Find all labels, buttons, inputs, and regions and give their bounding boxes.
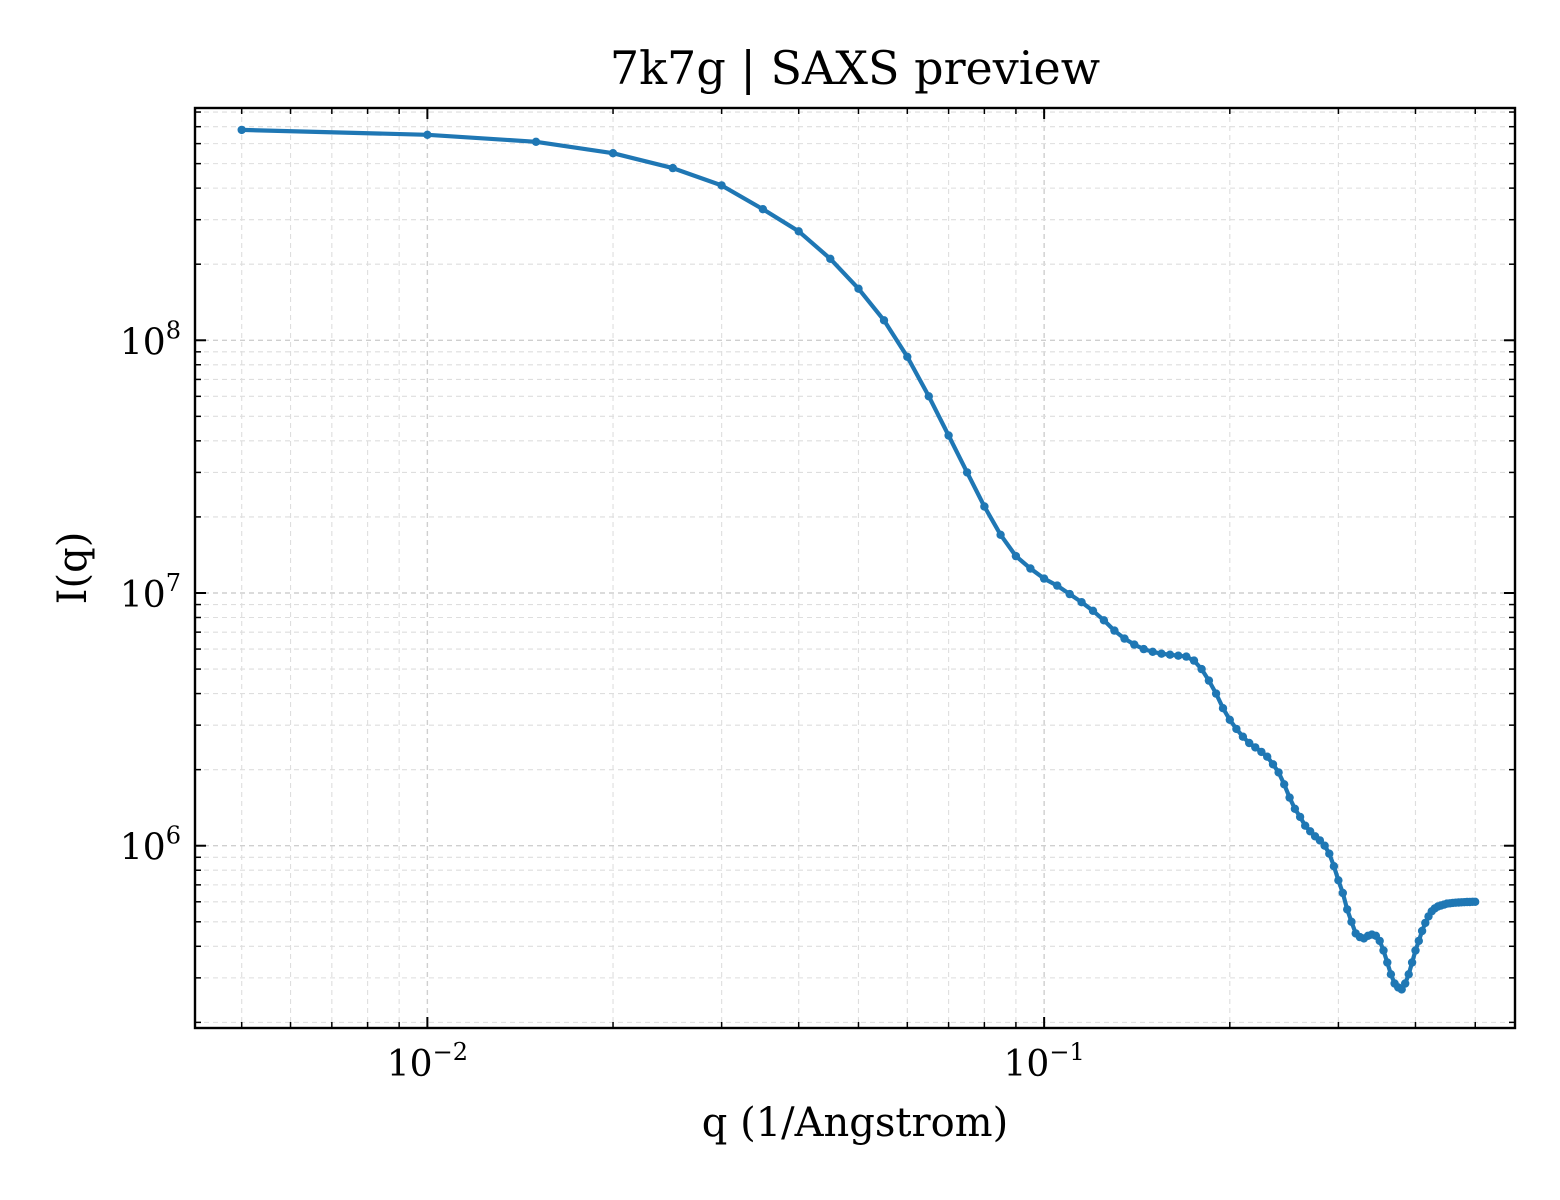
data-point bbox=[1471, 897, 1480, 906]
y-tick-label: 106 bbox=[120, 822, 181, 869]
data-point bbox=[1379, 946, 1388, 955]
data-point bbox=[1280, 780, 1289, 789]
data-point bbox=[1238, 732, 1248, 741]
data-point bbox=[1077, 598, 1086, 607]
data-point bbox=[1325, 849, 1334, 858]
data-point bbox=[1343, 905, 1352, 914]
data-point bbox=[1295, 812, 1305, 822]
data-point bbox=[1026, 564, 1035, 573]
data-point bbox=[879, 316, 889, 325]
data-point bbox=[1251, 743, 1260, 752]
data-point bbox=[1130, 640, 1139, 649]
data-point bbox=[1285, 793, 1294, 802]
data-point bbox=[1383, 958, 1392, 967]
data-point bbox=[1218, 704, 1228, 713]
data-point bbox=[237, 125, 246, 135]
data-point bbox=[924, 392, 933, 401]
data-point bbox=[1189, 656, 1199, 665]
data-point bbox=[1053, 581, 1062, 590]
plot-frame bbox=[193, 106, 1517, 1030]
data-point bbox=[1257, 747, 1266, 757]
data-point bbox=[1088, 606, 1098, 615]
data-point bbox=[1039, 574, 1049, 583]
data-point bbox=[1401, 979, 1410, 988]
data-point bbox=[1099, 616, 1109, 625]
data-point bbox=[1011, 551, 1021, 561]
y-tick-label: 108 bbox=[120, 316, 181, 363]
data-point bbox=[1407, 958, 1417, 967]
data-point bbox=[608, 149, 618, 158]
data-point bbox=[423, 130, 432, 139]
data-point bbox=[1417, 926, 1427, 936]
data-point bbox=[980, 502, 989, 511]
data-point bbox=[758, 205, 768, 214]
data-point bbox=[531, 137, 541, 146]
data-point bbox=[1245, 738, 1254, 748]
x-tick-label: 10−2 bbox=[387, 1038, 468, 1085]
data-point bbox=[854, 284, 863, 293]
data-point bbox=[1421, 918, 1430, 928]
data-point bbox=[1065, 589, 1074, 599]
data-point bbox=[794, 227, 803, 236]
data-point bbox=[1204, 676, 1214, 685]
data-point bbox=[1263, 752, 1272, 761]
y-axis-label: I(q) bbox=[50, 532, 96, 605]
data-point bbox=[1182, 652, 1191, 661]
data-point bbox=[1139, 644, 1148, 654]
data-point bbox=[1334, 876, 1343, 885]
data-point bbox=[944, 431, 953, 440]
data-point bbox=[1338, 888, 1348, 898]
data-point bbox=[1386, 970, 1396, 979]
grid bbox=[195, 108, 1515, 1028]
ticks bbox=[195, 108, 1515, 1028]
data-point bbox=[1148, 647, 1157, 656]
data-point bbox=[1225, 715, 1235, 724]
data-point bbox=[1290, 804, 1300, 813]
data-point bbox=[1274, 768, 1283, 777]
x-axis-label: q (1/Angstrom) bbox=[702, 1100, 1008, 1146]
data-point bbox=[1320, 841, 1329, 850]
y-tick-label: 107 bbox=[120, 569, 181, 616]
data-point bbox=[1110, 626, 1119, 635]
data-point bbox=[1174, 651, 1183, 660]
data-point bbox=[1414, 936, 1424, 946]
data-point bbox=[996, 530, 1005, 539]
data-point bbox=[1347, 917, 1356, 926]
data-point bbox=[1411, 946, 1420, 955]
data-point bbox=[1375, 936, 1384, 946]
data-point bbox=[717, 181, 726, 190]
data-point bbox=[1157, 649, 1166, 658]
data-point bbox=[826, 254, 835, 263]
data-point bbox=[1120, 634, 1129, 643]
data-point bbox=[1197, 664, 1206, 674]
tick-labels: 10−2 10−1 106 107 108 bbox=[120, 316, 1085, 1085]
data-point bbox=[1211, 689, 1221, 698]
series bbox=[237, 125, 1480, 994]
data-point bbox=[903, 352, 912, 361]
data-point bbox=[1165, 650, 1175, 659]
data-point bbox=[668, 163, 677, 173]
data-point bbox=[1232, 724, 1241, 734]
data-point bbox=[1329, 862, 1339, 871]
data-point bbox=[1268, 760, 1278, 769]
data-point bbox=[962, 468, 972, 477]
data-point bbox=[1301, 821, 1310, 830]
chart-title: 7k7g | SAXS preview bbox=[610, 41, 1100, 95]
data-point bbox=[1404, 970, 1413, 979]
x-tick-label: 10−1 bbox=[1004, 1038, 1085, 1085]
